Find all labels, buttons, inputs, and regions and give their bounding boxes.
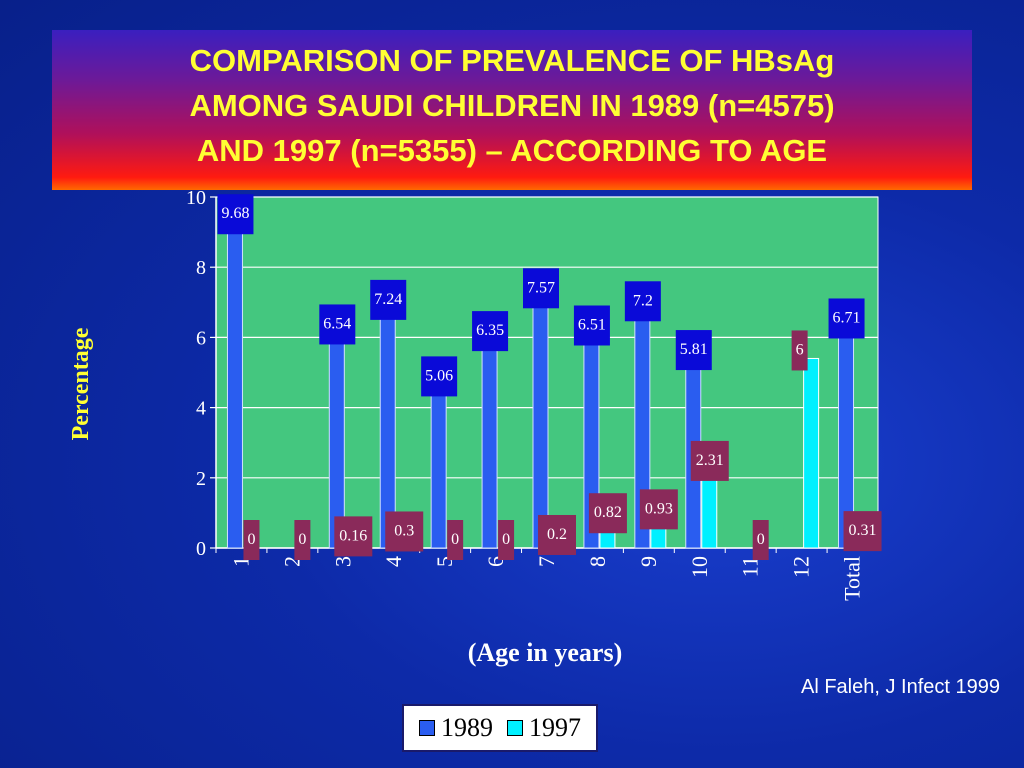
data-label-box-1997-12: [791, 330, 808, 371]
data-label-1997-8: 0.82: [594, 504, 622, 521]
data-label-1997-2: 0: [298, 531, 306, 548]
data-label-box-1997-7: [538, 514, 576, 555]
legend-item-1989: 1989: [419, 713, 493, 743]
legend-label-1989: 1989: [441, 713, 493, 742]
data-label-1997-7: 0.2: [547, 526, 567, 543]
legend-item-1997: 1997: [507, 713, 581, 743]
data-label-box-1989-Total: [828, 298, 865, 339]
x-tick-label-5: 5: [432, 556, 457, 567]
data-label-box-1989-1: [217, 194, 254, 235]
data-label-1989-5: 5.06: [425, 367, 453, 384]
bar-1989-7: [532, 281, 549, 549]
data-label-1997-12: 6: [796, 341, 804, 358]
title-line-3: AND 1997 (n=5355) – ACCORDING TO AGE: [196, 133, 828, 168]
data-label-1989-7: 7.57: [527, 279, 555, 296]
x-tick-label-7: 7: [534, 556, 559, 567]
x-axis-title: (Age in years): [467, 638, 623, 667]
x-tick-label-6: 6: [483, 556, 508, 567]
bar-1989-1: [226, 207, 243, 549]
x-tick-label-11: 11: [738, 556, 763, 577]
data-label-1989-4: 7.24: [374, 291, 402, 308]
data-label-1997-10: 2.31: [696, 452, 724, 469]
x-tick-label-8: 8: [585, 556, 610, 567]
data-label-1997-9: 0.93: [645, 500, 673, 517]
x-tick-label-4: 4: [381, 556, 406, 567]
x-tick-label-2: 2: [279, 556, 304, 567]
data-label-box-1989-3: [319, 304, 356, 345]
title-line-1: COMPARISON OF PREVALENCE OF HBsAg: [189, 43, 835, 78]
x-tick-label-Total: Total: [840, 556, 865, 601]
data-label-1989-3: 6.54: [323, 315, 351, 332]
data-label-1997-11: 0: [757, 531, 765, 548]
data-label-box-1989-7: [523, 268, 559, 309]
y-tick-label: 2: [196, 468, 206, 490]
data-label-1997-3: 0.16: [339, 527, 367, 544]
data-label-box-1997-8: [588, 493, 627, 534]
data-label-1989-9: 7.2: [633, 292, 653, 309]
data-label-1997-4: 0.3: [394, 522, 414, 539]
data-label-box-1989-5: [421, 356, 458, 397]
data-label-1989-6: 6.35: [476, 322, 504, 339]
legend: 1989 1997: [402, 704, 598, 752]
legend-swatch-1997: [507, 720, 523, 736]
data-label-1997-5: 0: [451, 531, 459, 548]
data-label-box-1997-4: [385, 511, 424, 552]
data-label-1989-10: 5.81: [680, 341, 708, 358]
legend-swatch-1989: [419, 720, 435, 736]
data-label-box-1989-10: [675, 330, 712, 371]
data-label-box-1997-5: [447, 520, 464, 560]
data-label-1989-8: 6.51: [578, 316, 606, 333]
y-tick-label: 4: [196, 398, 206, 420]
bar-1997-12: [803, 357, 820, 549]
x-tick-label-10: 10: [687, 556, 712, 578]
data-label-1997-Total: 0.31: [849, 522, 877, 539]
x-tick-label-9: 9: [636, 556, 661, 567]
data-label-box-1997-11: [752, 520, 769, 560]
title-line-2: AMONG SAUDI CHILDREN IN 1989 (n=4575): [189, 88, 835, 123]
data-label-box-1989-6: [472, 311, 509, 352]
data-label-1989-1: 9.68: [221, 205, 249, 222]
data-label-box-1989-4: [370, 279, 407, 320]
x-tick-label-1: 1: [228, 556, 253, 567]
data-label-box-1997-1: [243, 520, 260, 560]
y-tick-label: 6: [196, 327, 206, 349]
y-tick-label: 8: [196, 257, 206, 279]
title-banner: COMPARISON OF PREVALENCE OF HBsAg AMONG …: [52, 30, 972, 190]
x-tick-label-3: 3: [330, 556, 355, 567]
data-label-1997-1: 0: [247, 531, 255, 548]
x-tick-label-12: 12: [789, 556, 814, 578]
legend-label-1997: 1997: [529, 713, 581, 742]
bar-1989-5: [430, 369, 447, 549]
bar-1989-4: [379, 293, 396, 549]
y-axis-title: Percentage: [68, 327, 94, 441]
data-label-1997-6: 0: [502, 531, 510, 548]
data-label-box-1997-10: [690, 440, 729, 481]
data-label-box-1997-3: [334, 516, 373, 557]
data-label-box-1997-2: [294, 520, 311, 560]
source-citation: Al Faleh, J Infect 1999: [800, 676, 1000, 698]
bar-1989-3: [328, 317, 345, 549]
y-tick-label: 10: [186, 187, 206, 209]
y-tick-label: 0: [196, 538, 206, 560]
data-label-box-1997-Total: [843, 511, 882, 552]
data-label-1989-Total: 6.71: [833, 309, 861, 326]
data-label-box-1997-9: [639, 489, 678, 530]
bar-1989-6: [481, 324, 498, 549]
data-label-box-1989-9: [624, 281, 661, 322]
data-label-box-1997-6: [498, 520, 515, 560]
data-label-box-1989-8: [573, 305, 610, 346]
